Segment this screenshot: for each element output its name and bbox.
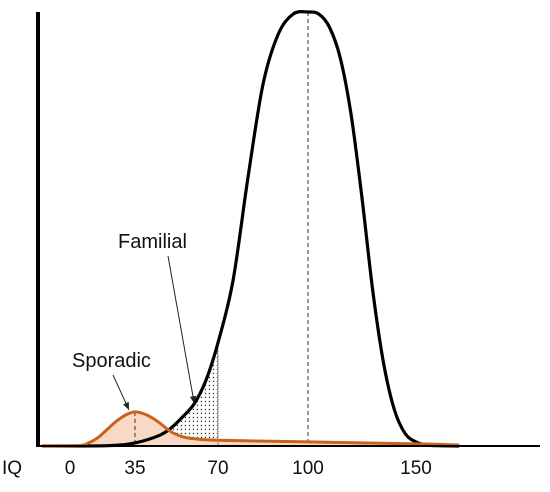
- familial-arrow: [167, 255, 195, 404]
- fill-layer: [42, 12, 460, 446]
- shaded-overlap-region: [135, 342, 218, 441]
- familial-label: Familial: [118, 231, 187, 253]
- sporadic-arrow-head: [123, 401, 129, 410]
- x-tick-label: 70: [207, 458, 228, 479]
- x-tick-label: 150: [400, 458, 432, 479]
- x-tick-label: 35: [124, 458, 145, 479]
- axes-layer: [36, 12, 540, 447]
- sporadic-curve: [42, 410, 460, 448]
- line-layer: [42, 10, 460, 448]
- x-axis-title: IQ: [2, 458, 22, 479]
- x-tick-label: 0: [65, 458, 76, 479]
- familial-curve: [42, 10, 460, 448]
- sporadic-label: Sporadic: [72, 350, 151, 372]
- familial-arrow-head: [189, 395, 197, 404]
- sporadic-area: [42, 411, 460, 446]
- x-tick-label: 100: [292, 458, 324, 479]
- text-layer: IQ 0 35 70 100 150 Familial Sporadic: [2, 231, 432, 479]
